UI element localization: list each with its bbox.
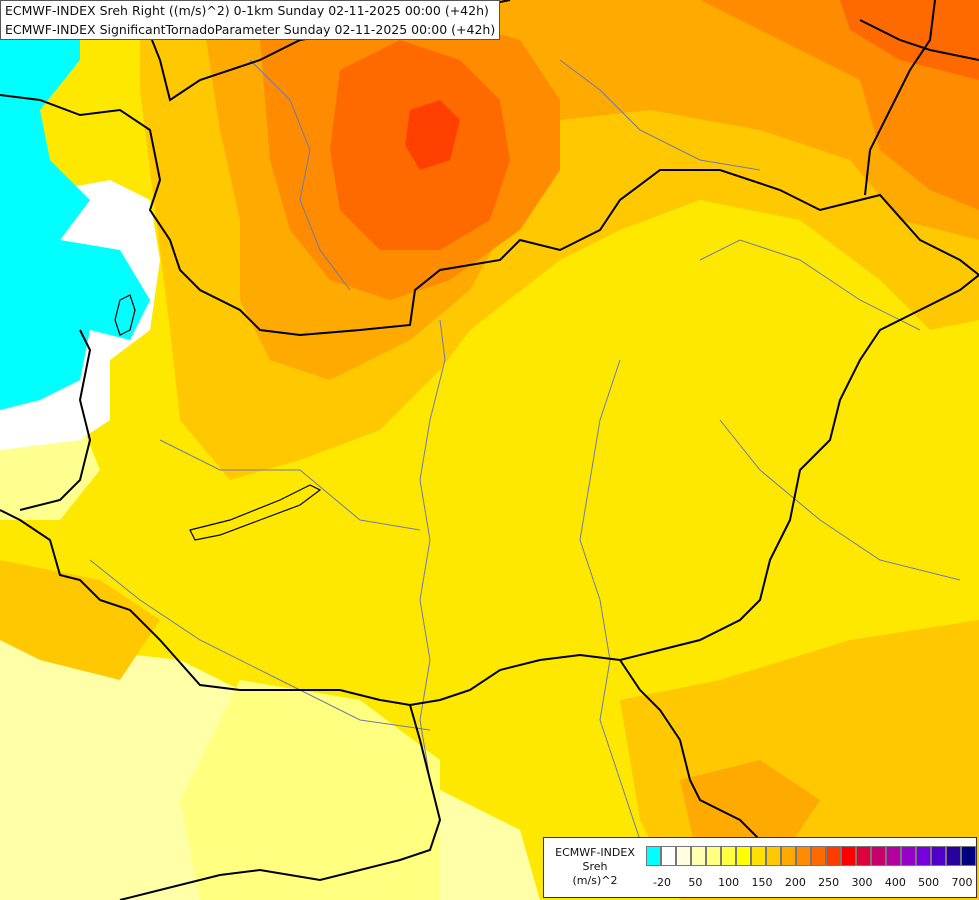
legend-color-swatch [871, 846, 886, 866]
border-serbia-romania [619, 659, 761, 841]
legend-color-swatch [721, 846, 736, 866]
legend-label: ECMWF-INDEX Sreh (m/s)^2 [547, 846, 643, 888]
legend-tick-label: 150 [751, 876, 773, 889]
border-lake-neusiedl [114, 294, 136, 336]
legend-color-swatch [901, 846, 916, 866]
border-slovenia [19, 329, 92, 511]
rivers [89, 59, 961, 841]
legend-color-swatch [736, 846, 751, 866]
legend-color-swatch [676, 846, 691, 866]
border-lake-balaton [189, 484, 322, 541]
legend-tick-label: -20 [653, 876, 671, 889]
legend-color-swatch [781, 846, 796, 866]
legend-model: ECMWF-INDEX [555, 846, 635, 859]
border-austria-north [0, 94, 979, 337]
legend-color-swatch [751, 846, 766, 866]
legend-color-swatch [826, 846, 841, 866]
legend-tick-label: 100 [718, 876, 740, 889]
legend-unit: (m/s)^2 [572, 874, 618, 887]
legend-color-swatch [661, 846, 676, 866]
legend-color-swatch [766, 846, 781, 866]
border-ne [859, 19, 979, 61]
band-ffc800-sw [0, 560, 160, 680]
legend-color-swatch [886, 846, 901, 866]
legend-color-bar [646, 846, 976, 866]
legend-tick-label: 300 [851, 876, 873, 889]
legend-tick-label: 700 [951, 876, 973, 889]
legend-color-swatch [841, 846, 856, 866]
legend-color-swatch [811, 846, 826, 866]
band-ff4000 [405, 100, 460, 170]
border-hungary-east [619, 274, 979, 661]
border-hungary-south [0, 509, 621, 707]
map-title-box: ECMWF-INDEX Sreh Right ((m/s)^2) 0-1km S… [0, 0, 501, 40]
legend-color-swatch [961, 846, 976, 866]
border-poland-ukraine [864, 0, 936, 196]
map-title-line2: ECMWF-INDEX SignificantTornadoParameter … [5, 22, 496, 37]
legend-color-swatch [706, 846, 721, 866]
legend-tick-label: 50 [688, 876, 703, 889]
map-title-line1: ECMWF-INDEX Sreh Right ((m/s)^2) 0-1km S… [5, 3, 489, 18]
legend-color-swatch [916, 846, 931, 866]
legend-color-swatch [796, 846, 811, 866]
legend-tick-label: 250 [818, 876, 840, 889]
pale-field-south [180, 680, 440, 900]
legend-param: Sreh [582, 860, 608, 873]
legend-tick-label: 200 [784, 876, 806, 889]
legend-color-swatch [691, 846, 706, 866]
legend-tick-label: 500 [918, 876, 940, 889]
border-croatia-serbia [119, 704, 442, 900]
legend-color-swatch [946, 846, 961, 866]
legend-color-swatch [856, 846, 871, 866]
cyan-field-west [0, 0, 150, 410]
legend-ticks: -20 50 100 150 200 250 300 400 500 700 [646, 876, 976, 892]
legend-tick-label: 400 [884, 876, 906, 889]
legend-color-swatch [931, 846, 946, 866]
legend-color-swatch [646, 846, 661, 866]
color-legend: ECMWF-INDEX Sreh (m/s)^2 -20 50 100 150 200 2… [543, 837, 977, 898]
band-ff6a00-ne [840, 0, 979, 80]
